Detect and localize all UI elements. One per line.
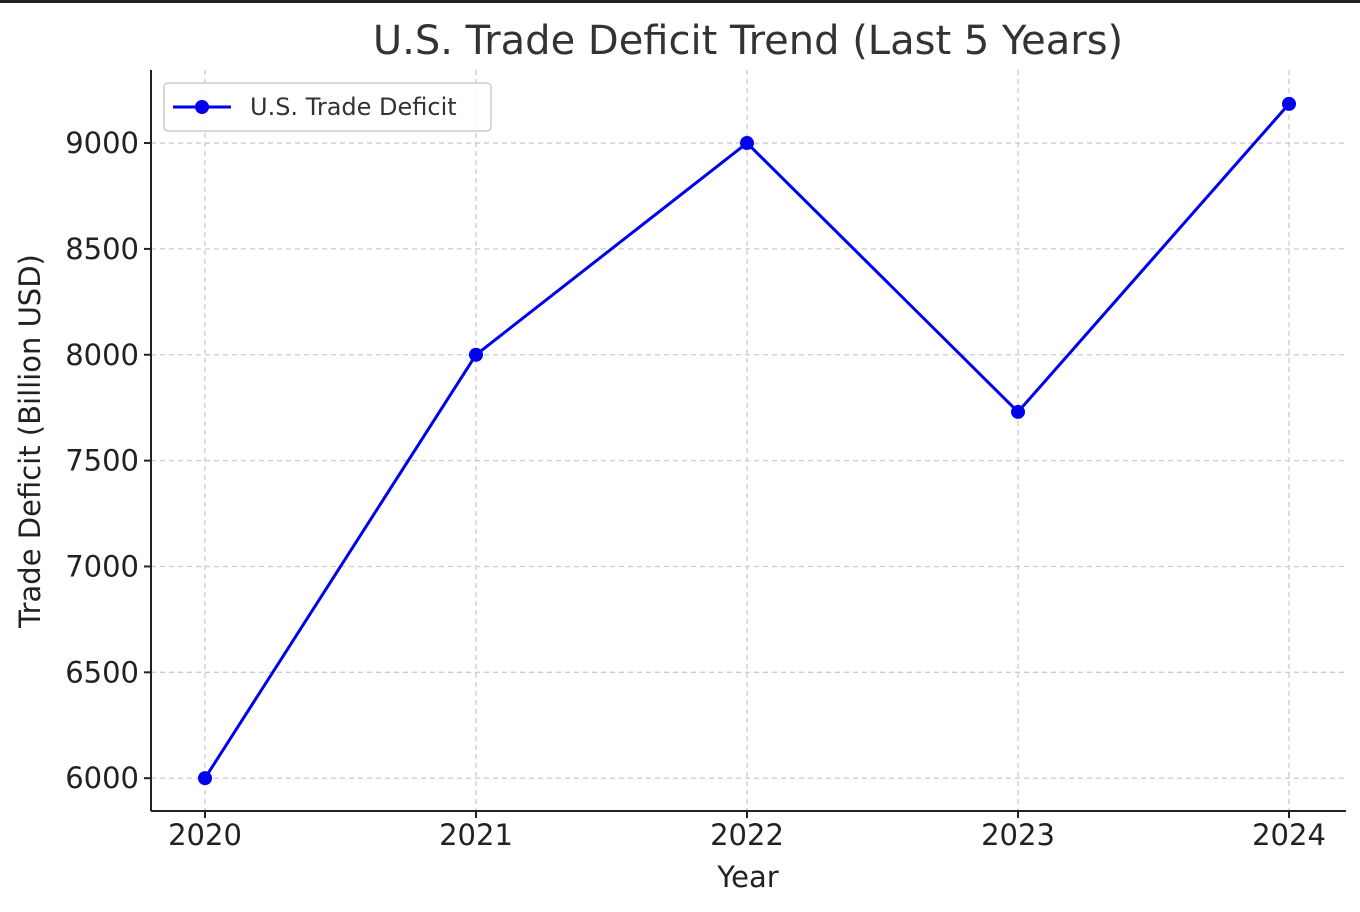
- legend[interactable]: U.S. Trade Deficit: [163, 82, 492, 132]
- x-tick-label: 2021: [439, 818, 513, 852]
- top-border: [0, 0, 1360, 3]
- y-tick-label: 8000: [65, 338, 139, 372]
- y-tick-label: 8500: [65, 232, 139, 266]
- x-tick-label: 2023: [981, 818, 1055, 852]
- legend-entry-label: U.S. Trade Deficit: [250, 93, 457, 121]
- chart-title: U.S. Trade Deficit Trend (Last 5 Years): [373, 18, 1123, 64]
- y-tick-label: 9000: [65, 126, 139, 160]
- axes: [150, 70, 1346, 812]
- x-ticks: 2020 2021 2022 2023 2024: [168, 811, 1326, 852]
- x-tick-label: 2022: [710, 818, 784, 852]
- series: [198, 96, 1296, 786]
- x-tick-label: 2024: [1252, 818, 1326, 852]
- y-tick-label: 7000: [65, 549, 139, 583]
- y-ticks: 6000 6500 7000 7500 8000 8500 9000: [65, 126, 151, 795]
- y-tick-label: 6500: [65, 655, 139, 689]
- grid: [151, 70, 1346, 811]
- legend-marker-swatch: [195, 100, 209, 114]
- data-point[interactable]: [740, 136, 754, 151]
- x-axis-label: Year: [716, 860, 778, 894]
- y-axis-label: Trade Deficit (Billion USD): [13, 254, 47, 629]
- data-point[interactable]: [1011, 404, 1025, 419]
- data-point[interactable]: [469, 347, 483, 362]
- data-point[interactable]: [198, 771, 212, 786]
- legend-box: [163, 82, 492, 132]
- y-tick-label: 6000: [65, 761, 139, 795]
- x-tick-label: 2020: [168, 818, 242, 852]
- data-point[interactable]: [1282, 96, 1296, 111]
- y-tick-label: 7500: [65, 444, 139, 478]
